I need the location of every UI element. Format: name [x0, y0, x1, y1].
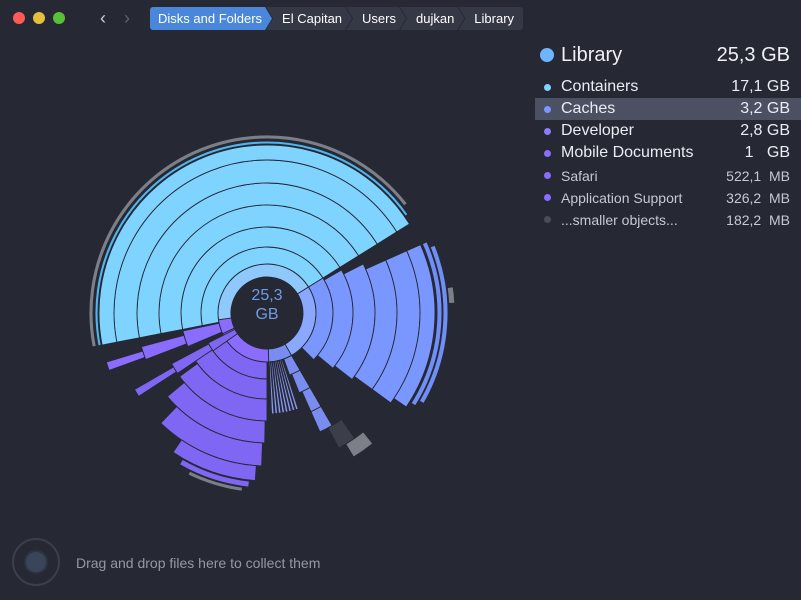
breadcrumb-library[interactable]: Library [458, 7, 524, 30]
folder-row[interactable]: Application Support 326,2 MB [535, 186, 801, 208]
folder-list: Containers 17,1 GB Caches 3,2 GB Developer 2,… [535, 76, 801, 230]
folder-size: 182,2 MB [726, 212, 790, 228]
caches-edge-segment[interactable] [418, 244, 449, 405]
color-dot-icon [544, 128, 551, 135]
zoom-window-button[interactable] [53, 12, 65, 24]
folder-row[interactable]: ...smaller objects... 182,2 MB [535, 208, 801, 230]
breadcrumb-dujkan[interactable]: dujkan [400, 7, 464, 30]
developer-slice-segment[interactable] [277, 359, 292, 413]
folder-name: Caches [561, 100, 616, 117]
color-dot-icon [544, 216, 551, 223]
breadcrumb-el-capitan[interactable]: El Capitan [266, 7, 352, 30]
mobile-documents-edge-segment[interactable] [178, 458, 250, 488]
sunburst-chart[interactable]: 25,3 GB [0, 40, 520, 540]
mobile-documents-outer-segment[interactable] [187, 470, 244, 492]
title-bar: ‹ › Disks and Folders El Capitan Users d… [0, 0, 801, 36]
info-panel: Library 25,3 GB Containers 17,1 GB Caches 3… [535, 40, 801, 230]
safari-subsegment[interactable] [105, 350, 146, 372]
folder-row[interactable]: Caches 3,2 GB [535, 98, 801, 120]
back-arrow-icon[interactable]: ‹ [100, 8, 106, 28]
folder-name: Developer [561, 122, 634, 139]
folder-size: 1 GB [744, 144, 790, 161]
folder-name: Mobile Documents [561, 144, 694, 161]
breadcrumb-disks-and-folders[interactable]: Disks and Folders [150, 7, 272, 30]
folder-name: Application Support [561, 190, 683, 206]
center-hole[interactable] [231, 277, 303, 349]
folder-row[interactable]: Containers 17,1 GB [535, 76, 801, 98]
folder-name: Safari [561, 168, 598, 184]
breadcrumb-users[interactable]: Users [346, 7, 406, 30]
forward-arrow-icon[interactable]: › [124, 8, 130, 28]
breadcrumb: Disks and Folders El Capitan Users dujka… [150, 7, 524, 30]
app-support-subsegment[interactable] [133, 366, 178, 397]
developer-slice-segment[interactable] [278, 359, 296, 412]
color-dot-icon [544, 172, 551, 179]
folder-size: 17,1 GB [731, 78, 790, 95]
panel-header[interactable]: Library 25,3 GB [535, 40, 801, 72]
panel-total-size: 25,3 GB [716, 44, 790, 66]
developer-slice-segment[interactable] [268, 361, 275, 415]
folder-row[interactable]: Developer 2,8 GB [535, 120, 801, 142]
mobile-documents-subsegment[interactable] [172, 439, 257, 482]
drop-zone-icon[interactable] [12, 538, 60, 586]
color-dot-icon [544, 194, 551, 201]
developer-slice-segment[interactable] [275, 360, 289, 413]
minimize-window-button[interactable] [33, 12, 45, 24]
folder-size: 3,2 GB [740, 100, 790, 117]
center-size-unit: GB [255, 306, 278, 323]
folder-row[interactable]: Safari 522,1 MB [535, 164, 801, 186]
color-dot-icon [544, 84, 551, 91]
caches-subsegment[interactable] [393, 244, 436, 408]
developer-slice-segment[interactable] [272, 361, 282, 414]
drop-zone-hint: Drag and drop files here to collect them [76, 555, 321, 571]
developer-slice-segment[interactable] [270, 361, 279, 415]
folder-color-dot-icon [540, 48, 554, 62]
folder-size: 2,8 GB [740, 122, 790, 139]
containers-outer-segment[interactable] [88, 134, 408, 348]
folder-name: Containers [561, 78, 639, 95]
center-size-value: 25,3 [251, 287, 282, 304]
containers-edge-segment[interactable] [94, 140, 409, 347]
color-dot-icon [544, 106, 551, 113]
panel-title: Library [561, 44, 623, 66]
caches-outer-segment[interactable] [446, 286, 456, 304]
developer-slice-segment[interactable] [280, 359, 299, 411]
safari-subsegment[interactable] [140, 334, 188, 361]
folder-name: ...smaller objects... [561, 212, 678, 228]
developer-outer-segment[interactable] [345, 431, 374, 458]
drop-zone-inner [24, 550, 48, 574]
caches-edge-segment[interactable] [410, 241, 443, 407]
close-window-button[interactable] [13, 12, 25, 24]
developer-slice-segment[interactable] [273, 360, 286, 414]
folder-size: 522,1 MB [726, 168, 790, 184]
color-dot-icon [544, 150, 551, 157]
folder-size: 326,2 MB [726, 190, 790, 206]
folder-row[interactable]: Mobile Documents 1 GB [535, 142, 801, 164]
containers-subsegment[interactable] [98, 144, 411, 346]
